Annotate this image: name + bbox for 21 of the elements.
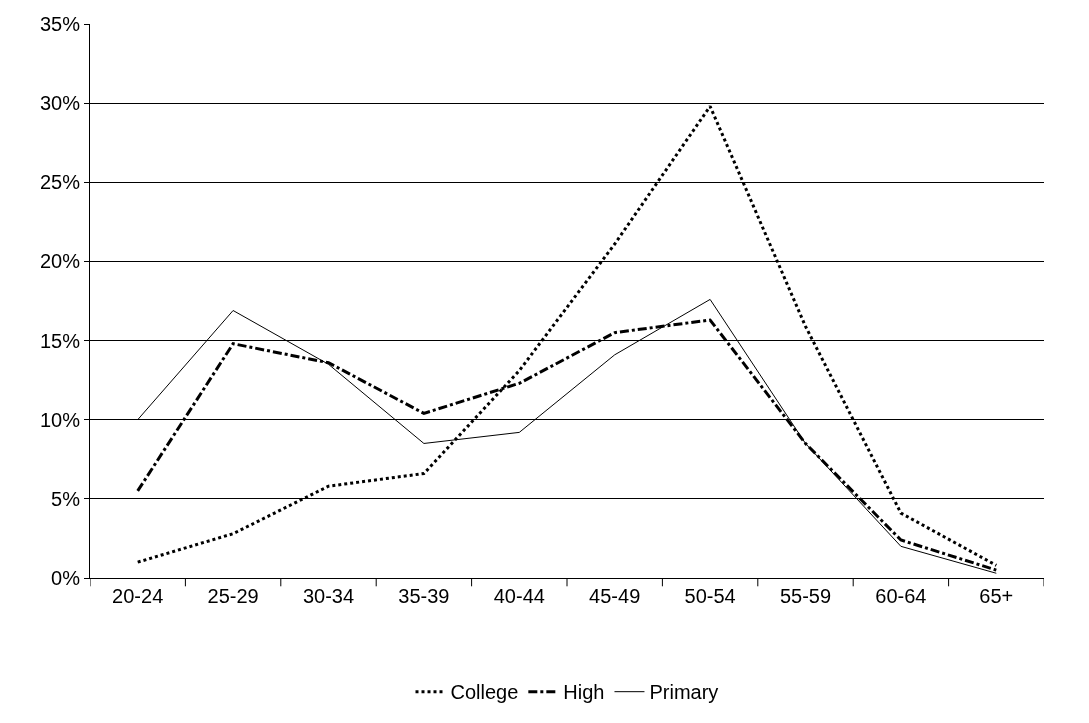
x-tick-label: 30-34 bbox=[302, 585, 355, 607]
x-tick-label: 60-64 bbox=[875, 585, 927, 607]
x-tick-label: 65+ bbox=[979, 585, 1014, 607]
legend-label: High bbox=[563, 681, 605, 704]
x-tick-label: 25-29 bbox=[207, 585, 259, 607]
x-tick-label: 55-59 bbox=[779, 585, 832, 607]
x-tick-label: 40-44 bbox=[493, 585, 545, 607]
x-tick-label: 35-39 bbox=[398, 585, 450, 607]
legend-label: Primary bbox=[649, 681, 719, 704]
x-tick-label: 45-49 bbox=[589, 585, 641, 607]
y-tick-label: 15% bbox=[39, 329, 81, 352]
y-tick-label: 10% bbox=[39, 408, 81, 431]
y-tick-label: 0% bbox=[51, 567, 81, 589]
y-tick-label: 35% bbox=[39, 13, 81, 35]
y-tick-label: 30% bbox=[39, 92, 81, 115]
y-tick-label: 20% bbox=[39, 250, 81, 273]
x-tick-label: 50-54 bbox=[684, 585, 736, 607]
x-tick-label: 20-24 bbox=[112, 585, 164, 607]
y-tick-label: 5% bbox=[51, 487, 81, 510]
y-tick-label: 25% bbox=[39, 171, 81, 194]
legend-label: College bbox=[450, 681, 519, 704]
